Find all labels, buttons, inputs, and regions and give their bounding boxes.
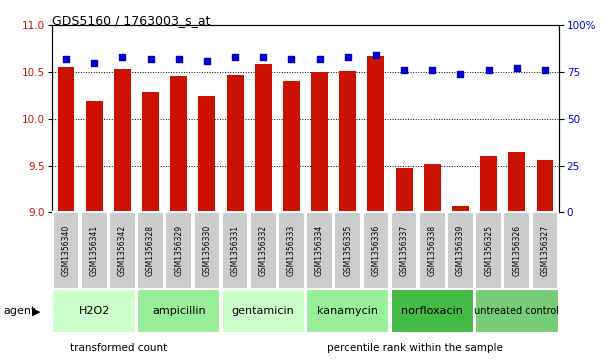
Bar — [390, 290, 474, 333]
Point — [315, 56, 324, 62]
Bar — [194, 212, 221, 289]
Point — [512, 65, 522, 71]
Text: GSM1356326: GSM1356326 — [512, 225, 521, 276]
Bar — [424, 164, 441, 212]
Text: GSM1356335: GSM1356335 — [343, 225, 353, 276]
Text: GSM1356336: GSM1356336 — [371, 225, 381, 276]
Text: GSM1356333: GSM1356333 — [287, 225, 296, 276]
Bar — [57, 66, 75, 212]
Bar — [137, 212, 164, 289]
Bar — [508, 152, 525, 212]
Point — [287, 56, 296, 62]
Text: GSM1356338: GSM1356338 — [428, 225, 437, 276]
Text: GSM1356337: GSM1356337 — [400, 225, 409, 276]
Text: gentamicin: gentamicin — [232, 306, 295, 316]
Text: kanamycin: kanamycin — [317, 306, 378, 316]
Bar — [199, 97, 215, 212]
Text: GSM1356330: GSM1356330 — [202, 225, 211, 276]
Bar — [396, 168, 412, 212]
Text: GSM1356339: GSM1356339 — [456, 225, 465, 276]
Bar — [475, 290, 558, 333]
Text: GDS5160 / 1763003_s_at: GDS5160 / 1763003_s_at — [52, 15, 210, 28]
Bar — [536, 160, 554, 212]
Bar — [475, 212, 502, 289]
Bar — [166, 212, 192, 289]
Bar — [367, 56, 384, 212]
Bar — [390, 212, 417, 289]
Bar — [283, 81, 300, 212]
Point — [484, 68, 494, 73]
Point — [399, 68, 409, 73]
Text: GSM1356341: GSM1356341 — [90, 225, 99, 276]
Point — [428, 68, 437, 73]
Point — [258, 54, 268, 60]
Text: ampicillin: ampicillin — [152, 306, 205, 316]
Bar — [503, 212, 530, 289]
Bar — [532, 212, 558, 289]
Bar — [447, 212, 474, 289]
Point — [117, 54, 127, 60]
Bar — [222, 290, 305, 333]
Point — [202, 58, 212, 64]
Text: GSM1356331: GSM1356331 — [230, 225, 240, 276]
Text: H2O2: H2O2 — [78, 306, 110, 316]
Bar — [306, 290, 389, 333]
Text: percentile rank within the sample: percentile rank within the sample — [327, 343, 503, 354]
Point — [89, 60, 99, 66]
Text: GSM1356340: GSM1356340 — [62, 225, 70, 276]
Bar — [137, 290, 221, 333]
Point — [540, 68, 550, 73]
Bar — [278, 212, 305, 289]
Bar — [311, 72, 328, 212]
Bar — [339, 71, 356, 212]
Bar — [142, 92, 159, 212]
Point — [456, 71, 466, 77]
Bar — [362, 212, 389, 289]
Bar — [419, 212, 445, 289]
Bar — [250, 212, 277, 289]
Text: GSM1356327: GSM1356327 — [541, 225, 549, 276]
Point — [174, 56, 184, 62]
Point — [230, 54, 240, 60]
Text: GSM1356342: GSM1356342 — [118, 225, 127, 276]
Bar — [222, 212, 249, 289]
Bar — [255, 64, 272, 212]
Bar — [86, 101, 103, 212]
Text: GSM1356325: GSM1356325 — [484, 225, 493, 276]
Bar — [53, 290, 136, 333]
Text: agent: agent — [3, 306, 35, 316]
Text: norfloxacin: norfloxacin — [401, 306, 463, 316]
Bar — [480, 156, 497, 212]
Bar — [227, 75, 244, 212]
Text: GSM1356332: GSM1356332 — [258, 225, 268, 276]
Bar — [334, 212, 361, 289]
Point — [343, 54, 353, 60]
Bar — [452, 206, 469, 212]
Bar — [53, 212, 79, 289]
Bar — [170, 76, 187, 212]
Text: transformed count: transformed count — [70, 343, 167, 354]
Point — [145, 56, 155, 62]
Point — [61, 56, 71, 62]
Bar — [114, 69, 131, 212]
Text: GSM1356334: GSM1356334 — [315, 225, 324, 276]
Bar — [306, 212, 333, 289]
Text: ▶: ▶ — [32, 306, 40, 316]
Bar — [81, 212, 108, 289]
Text: GSM1356328: GSM1356328 — [146, 225, 155, 276]
Text: untreated control: untreated control — [474, 306, 559, 316]
Bar — [109, 212, 136, 289]
Point — [371, 52, 381, 58]
Text: GSM1356329: GSM1356329 — [174, 225, 183, 276]
